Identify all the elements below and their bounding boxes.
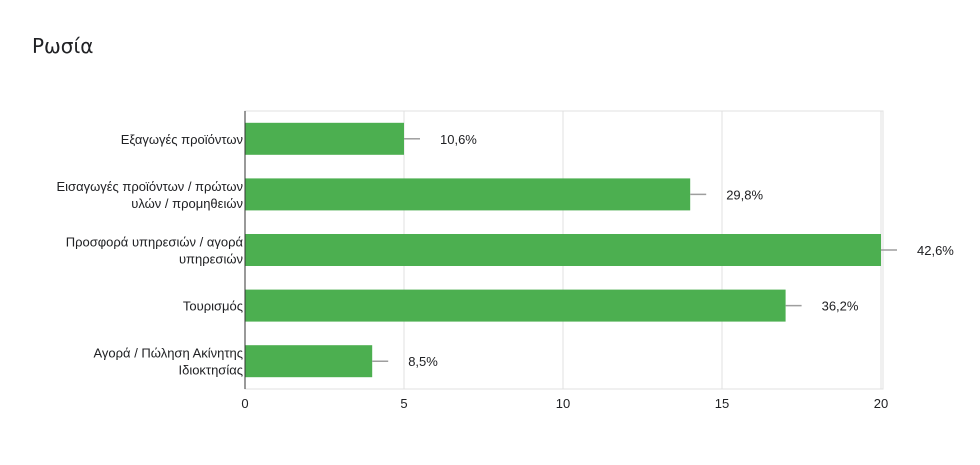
category-label: Εισαγωγές προϊόντων / πρώτων [56,179,243,194]
data-label: 36,2% [822,299,859,314]
data-label: 42,6% [917,243,954,258]
bar [245,178,691,211]
category-label: Τουρισμός [183,299,243,314]
category-labels: Εξαγωγές προϊόντων Εισαγωγές προϊόντων / … [56,132,243,378]
category-label: υλών / προμηθειών [131,196,243,211]
bar [245,122,404,155]
chart-title: Ρωσία [32,34,94,58]
bar [245,234,881,266]
bar [245,289,786,322]
x-tick-label: 20 [874,396,888,411]
category-label: Ιδιοκτησίας [178,363,243,378]
x-tick-label: 15 [715,396,729,411]
bar [245,345,373,378]
x-tick-label: 10 [556,396,570,411]
x-axis-ticks: 0 5 10 15 20 [241,396,888,411]
data-label: 10,6% [440,132,477,147]
x-tick-label: 5 [400,396,407,411]
x-tick-label: 0 [241,396,248,411]
category-label: Εξαγωγές προϊόντων [121,132,243,147]
category-label: υπηρεσιών [179,252,243,267]
data-label: 8,5% [408,354,438,369]
category-label: Προσφορά υπηρεσιών / αγορά [66,235,244,250]
category-label: Αγορά / Πώληση Ακίνητης [94,346,244,361]
bars: 10,6% 29,8% 42,6% 36,2% 8,5% [245,122,954,378]
data-label: 29,8% [726,187,763,202]
